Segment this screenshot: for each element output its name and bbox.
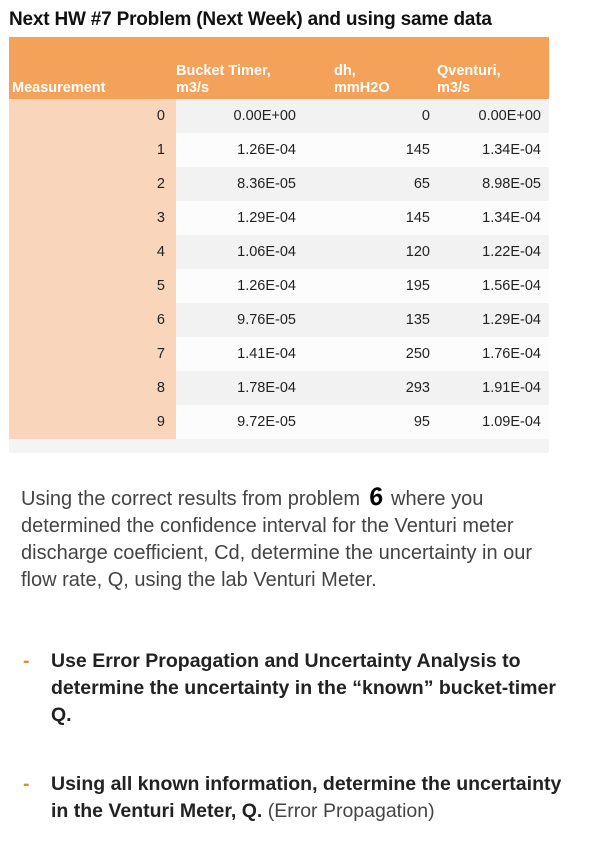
cell-bucket-timer: 1.41E-04 [176,337,334,371]
cell-qventuri: 1.09E-04 [437,405,549,439]
cell-measurement: 4 [9,235,176,269]
paragraph-text-start: Using the correct results from problem [21,488,361,510]
cell-measurement: 0 [9,99,176,133]
cell-qventuri: 1.56E-04 [437,269,549,303]
cell-qventuri: 1.22E-04 [437,235,549,269]
cell-bucket-timer: 1.06E-04 [176,235,334,269]
cell-measurement: 9 [9,405,176,439]
cell-bucket-timer: 1.26E-04 [176,269,334,303]
cell-measurement: 8 [9,371,176,405]
cell-qventuri: 1.29E-04 [437,303,549,337]
cell-dh: 145 [334,133,437,167]
bullet-list: - Use Error Propagation and Uncertainty … [21,648,581,825]
table-row: 4 1.06E-04 120 1.22E-04 [9,235,549,269]
table-row: 0 0.00E+00 0 0.00E+00 [9,99,549,133]
table-row: 5 1.26E-04 195 1.56E-04 [9,269,549,303]
cell-bucket-timer: 0.00E+00 [176,99,334,133]
cell-dh: 250 [334,337,437,371]
data-table: Measurement Bucket Timer, m3/s dh, mmH2O… [9,37,549,439]
cell-dh: 195 [334,269,437,303]
bullet-item-venturi: - Using all known information, determine… [21,771,581,825]
cell-qventuri: 0.00E+00 [437,99,549,133]
cell-measurement: 7 [9,337,176,371]
cell-dh: 0 [334,99,437,133]
table-row: 1 1.26E-04 145 1.34E-04 [9,133,549,167]
instruction-paragraph: Using the correct results from problem 6… [21,482,566,594]
table-row: 7 1.41E-04 250 1.76E-04 [9,337,549,371]
table-row: 8 1.78E-04 293 1.91E-04 [9,371,549,405]
bullet-bold-text: Using all known information, determine t… [51,773,562,822]
cell-dh: 120 [334,235,437,269]
cell-measurement: 3 [9,201,176,235]
cell-qventuri: 1.76E-04 [437,337,549,371]
header-bucket-timer: Bucket Timer, m3/s [176,63,271,96]
cell-dh: 95 [334,405,437,439]
cell-bucket-timer: 9.72E-05 [176,405,334,439]
cell-measurement: 2 [9,167,176,201]
cell-bucket-timer: 1.78E-04 [176,371,334,405]
header-dh: dh, mmH2O [334,63,390,96]
cell-qventuri: 1.34E-04 [437,133,549,167]
table-row: 9 9.72E-05 95 1.09E-04 [9,405,549,439]
table-row: 6 9.76E-05 135 1.29E-04 [9,303,549,337]
cell-measurement: 5 [9,269,176,303]
cell-measurement: 6 [9,303,176,337]
bullet-marker: - [23,773,30,795]
cell-measurement: 1 [9,133,176,167]
cell-qventuri: 8.98E-05 [437,167,549,201]
cell-dh: 293 [334,371,437,405]
cell-qventuri: 1.34E-04 [437,201,549,235]
table-header-row: Measurement Bucket Timer, m3/s dh, mmH2O… [9,37,549,99]
table-row: 2 8.36E-05 65 8.98E-05 [9,167,549,201]
cell-bucket-timer: 8.36E-05 [176,167,334,201]
bullet-bold-text: Use Error Propagation and Uncertainty An… [51,650,556,726]
table-row: 3 1.29E-04 145 1.34E-04 [9,201,549,235]
bullet-item-bucket-timer: - Use Error Propagation and Uncertainty … [21,648,581,729]
cell-dh: 145 [334,201,437,235]
handwritten-number: 6 [366,482,385,513]
header-qventuri: Qventuri, m3/s [437,63,501,96]
data-table-container: Measurement Bucket Timer, m3/s dh, mmH2O… [9,37,549,453]
cell-bucket-timer: 1.29E-04 [176,201,334,235]
cell-qventuri: 1.91E-04 [437,371,549,405]
cell-dh: 135 [334,303,437,337]
bullet-normal-text: (Error Propagation) [262,800,435,822]
bullet-marker: - [23,650,30,672]
paragraph-text-end: where you determined the confidence inte… [21,488,533,591]
cell-dh: 65 [334,167,437,201]
table-body: 0 0.00E+00 0 0.00E+00 1 1.26E-04 145 1.34E-04 2 8… [9,99,549,439]
cell-bucket-timer: 1.26E-04 [176,133,334,167]
cell-bucket-timer: 9.76E-05 [176,303,334,337]
header-measurement: Measurement [12,80,106,96]
page-title: Next HW #7 Problem (Next Week) and using… [9,9,492,30]
